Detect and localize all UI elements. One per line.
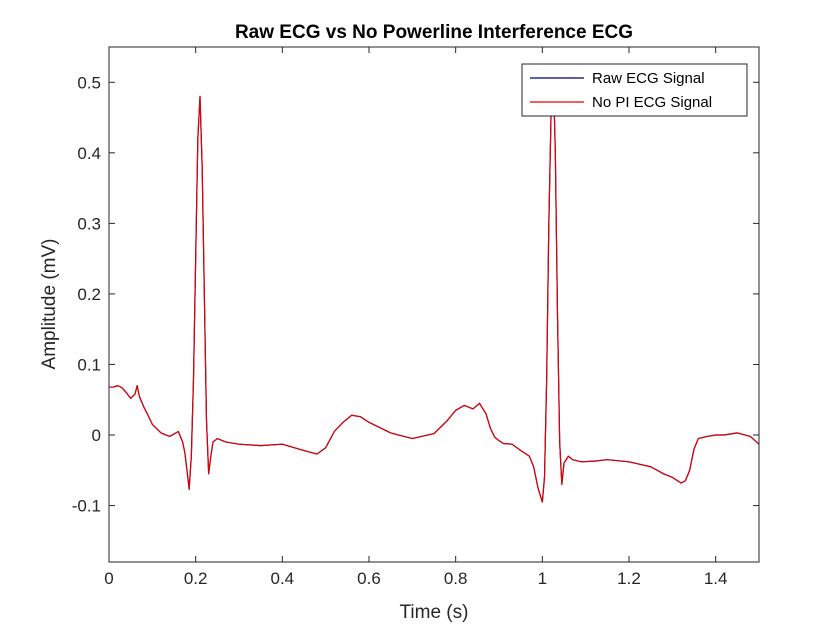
x-tick-label: 0 — [104, 569, 113, 588]
y-tick-label: 0.5 — [77, 73, 101, 92]
x-tick-label: 1.2 — [617, 569, 641, 588]
legend: Raw ECG Signal No PI ECG Signal — [521, 63, 748, 117]
legend-box — [521, 63, 748, 117]
x-tick-label: 0.6 — [357, 569, 381, 588]
legend-label-raw: Raw ECG Signal — [592, 70, 705, 87]
x-tick-label: 1 — [538, 569, 547, 588]
x-tick-label: 1.4 — [704, 569, 728, 588]
y-axis-label: Amplitude (mV) — [39, 239, 60, 370]
y-tick-label: 0.4 — [77, 144, 101, 163]
x-tick-label: 0.4 — [271, 569, 295, 588]
x-axis-label: Time (s) — [400, 602, 469, 623]
series-line-no-pi-ecg — [109, 67, 760, 503]
series-layer — [109, 67, 760, 503]
y-tick-label: 0.1 — [77, 355, 101, 374]
y-tick-label: -0.1 — [72, 497, 101, 516]
chart-title: Raw ECG vs No Powerline Interference ECG — [235, 22, 633, 43]
y-tick-label: 0.2 — [77, 285, 101, 304]
plot-area — [109, 47, 759, 562]
y-tick-label: 0 — [92, 426, 101, 445]
plot-frame — [108, 46, 760, 563]
legend-label-no-pi: No PI ECG Signal — [592, 94, 712, 111]
x-tick-label: 0.2 — [184, 569, 208, 588]
ticks-layer: 0 0.2 0.4 0.6 0.8 1 1.2 1.4 -0.1 0 0.1 0.2 0.3 0.4 0.5 — [72, 47, 759, 588]
x-tick-label: 0.8 — [444, 569, 468, 588]
y-tick-label: 0.3 — [77, 214, 101, 233]
